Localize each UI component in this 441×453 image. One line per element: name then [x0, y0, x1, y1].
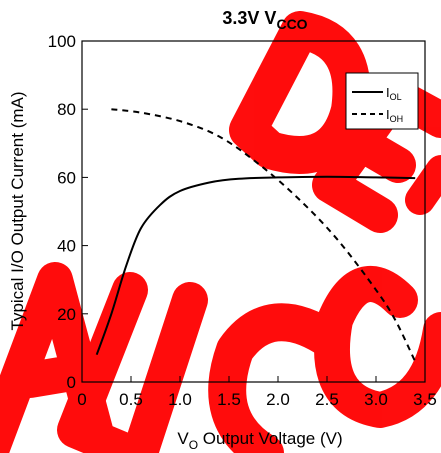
x-axis-ticks: 0 0.5 1.0 1.5 2.0 2.5 3.0 3.5 [77, 376, 437, 409]
legend: IOL IOH [345, 72, 419, 130]
legend-label-iol: IOL [386, 85, 402, 102]
x-axis-title: VO Output Voltage (V) [177, 429, 342, 452]
y-tick-label: 20 [57, 305, 76, 324]
series-group [95, 108, 417, 362]
plot-area: 0 0.5 1.0 1.5 2.0 2.5 3.0 3.5 0 20 40 60 80 100 [48, 32, 437, 409]
plot-frame [81, 40, 426, 383]
y-tick-label: 80 [57, 100, 76, 119]
y-axis-ticks: 0 20 40 60 80 100 [48, 32, 88, 392]
y-tick-label: 0 [67, 373, 76, 392]
chart-title: 3.3V VCCO [222, 8, 307, 32]
x-tick-label: 2.5 [315, 390, 339, 409]
x-tick-label: 0 [77, 390, 86, 409]
series-line-ioh [111, 108, 417, 362]
y-axis-title: Typical I/O Output Current (mA) [8, 91, 27, 330]
x-tick-label: 1.5 [217, 390, 241, 409]
x-tick-label: 2.0 [266, 390, 290, 409]
legend-box [345, 72, 419, 130]
y-tick-label: 100 [48, 32, 76, 51]
x-tick-label: 3.0 [364, 390, 388, 409]
y-tick-label: 40 [57, 237, 76, 256]
x-tick-label: 1.0 [168, 390, 192, 409]
y-tick-label: 60 [57, 168, 76, 187]
legend-label-ioh: IOH [386, 107, 403, 124]
series-line-iol [95, 175, 416, 356]
x-tick-label: 3.5 [413, 390, 437, 409]
x-tick-label: 0.5 [119, 390, 143, 409]
